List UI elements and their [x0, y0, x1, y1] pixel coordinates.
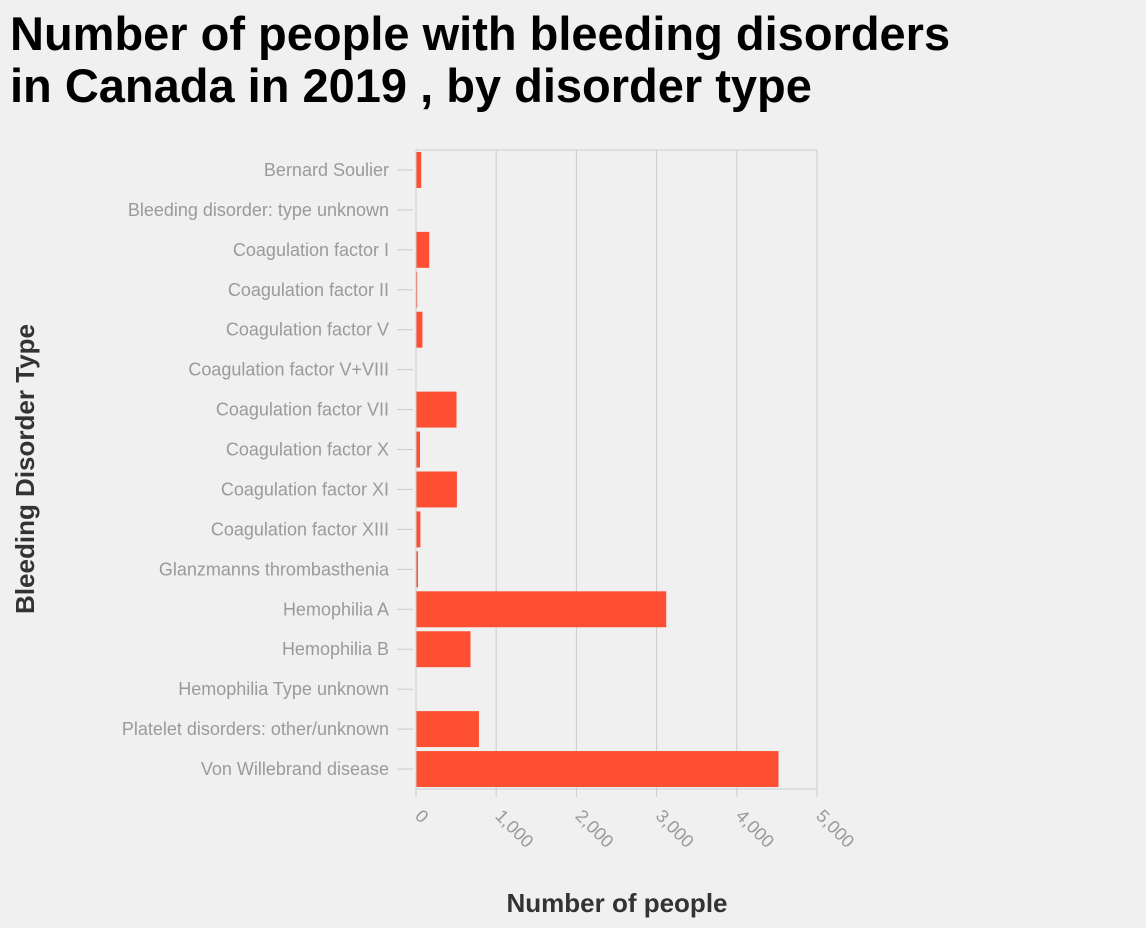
bar	[416, 591, 667, 628]
bar	[416, 631, 471, 668]
x-tick-label: 5,000	[812, 806, 858, 852]
x-axis-title: Number of people	[506, 888, 727, 918]
y-axis-title: Bleeding Disorder Type	[10, 324, 40, 614]
chart-title: Number of people with bleeding disorders…	[10, 7, 963, 112]
x-tick-label: 4,000	[732, 806, 778, 852]
bar	[416, 151, 422, 188]
x-tick-label: 0	[411, 806, 432, 827]
y-tick-label: Coagulation factor XIII	[211, 519, 389, 539]
x-tick-label: 3,000	[652, 806, 698, 852]
bar	[416, 431, 421, 468]
bar	[416, 711, 479, 748]
y-tick-label: Coagulation factor II	[228, 280, 389, 300]
y-axis: Bernard Soulier Bleeding disorder: type u…	[122, 150, 417, 789]
y-tick-label: Hemophilia B	[282, 639, 389, 659]
bars	[416, 151, 779, 788]
chart-title-line-1: Number of people with bleeding disorders	[10, 7, 950, 60]
bar	[416, 511, 421, 548]
bar	[416, 471, 457, 508]
y-tick-label: Coagulation factor V+VIII	[188, 360, 389, 380]
bar	[416, 551, 419, 588]
bar	[416, 751, 779, 788]
y-tick-label: Hemophilia A	[283, 599, 389, 619]
x-axis: 0 1,000 2,000 3,000 4,000 5,000	[411, 788, 858, 852]
y-tick-label: Platelet disorders: other/unknown	[122, 719, 389, 739]
y-tick-label: Von Willebrand disease	[201, 759, 389, 779]
bar	[416, 391, 457, 428]
y-tick-label: Coagulation factor XI	[221, 479, 389, 499]
x-tick-label: 1,000	[491, 806, 537, 852]
y-tick-label: Coagulation factor X	[226, 440, 389, 460]
grid-lines	[415, 149, 818, 789]
y-tick-label: Bernard Soulier	[264, 160, 389, 180]
bar	[416, 231, 430, 268]
y-tick-label: Hemophilia Type unknown	[178, 679, 389, 699]
bar	[416, 311, 423, 348]
x-tick-label: 2,000	[572, 806, 618, 852]
y-tick-label: Bleeding disorder: type unknown	[128, 200, 389, 220]
bar	[416, 271, 418, 308]
y-tick-label: Coagulation factor VII	[216, 400, 389, 420]
y-tick-label: Coagulation factor I	[233, 240, 389, 260]
chart-title-line-2: in Canada in 2019 , by disorder type	[10, 59, 812, 112]
y-tick-label: Coagulation factor V	[226, 320, 389, 340]
y-tick-label: Glanzmanns thrombasthenia	[159, 559, 390, 579]
